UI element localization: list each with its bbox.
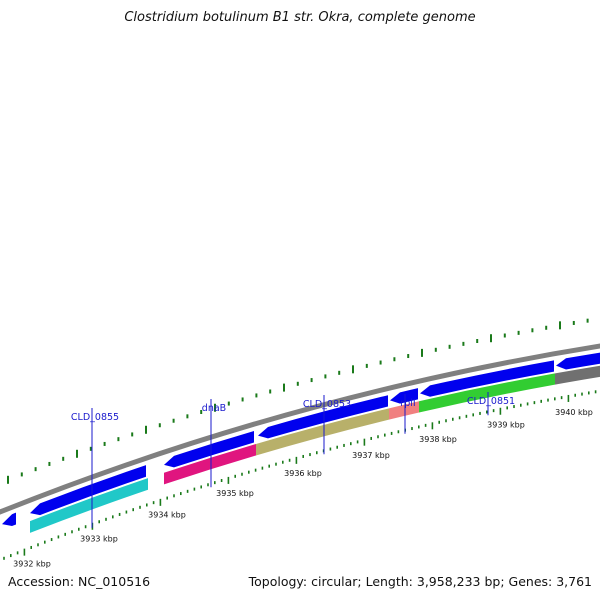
forward-cds-3 <box>164 431 254 468</box>
forward-cds-5 <box>390 388 418 404</box>
feature-block-1 <box>30 478 148 533</box>
kbp-label: 3938 kbp <box>419 435 457 444</box>
gene-label: rplI <box>400 398 415 409</box>
feature-track <box>30 365 600 533</box>
feature-block-4 <box>389 401 419 420</box>
gene-label: CLD_0853 <box>303 399 351 410</box>
gene-label: CLD_0851 <box>467 396 515 407</box>
forward-cds-1 <box>2 512 16 527</box>
genome-backbone <box>0 343 600 515</box>
kbp-label: 3934 kbp <box>148 511 186 520</box>
gene-label: dnaB <box>202 403 226 414</box>
genome-title: Clostridium botulinum B1 str. Okra, comp… <box>124 10 476 25</box>
gene-label: CLD_0855 <box>71 412 119 423</box>
feature-block-2 <box>164 443 256 485</box>
kbp-label: 3937 kbp <box>352 451 390 460</box>
feature-block-6 <box>555 365 600 385</box>
kbp-label: 3936 kbp <box>284 469 322 478</box>
forward-cds-2 <box>30 465 146 516</box>
kbp-label: 3939 kbp <box>487 421 525 430</box>
kbp-label: 3932 kbp <box>13 560 51 569</box>
forward-cds-6 <box>420 360 554 397</box>
kbp-label: 3935 kbp <box>216 489 254 498</box>
kbp-label: 3933 kbp <box>80 534 118 543</box>
gene-labels: CLD_0855 dnaB CLD_0853 rplI CLD_0851 <box>71 396 515 423</box>
gene-leader-lines <box>91 392 489 528</box>
accession-label: Accession: NC_010516 <box>8 574 151 589</box>
kbp-scale: 3932 kbp 3933 kbp 3934 kbp 3935 kbp 3936 kbp… <box>13 408 593 569</box>
topology-label: Topology: circular; Length: 3,958,233 bp… <box>248 574 592 589</box>
forward-cds-4 <box>258 395 388 439</box>
feature-block-5 <box>419 373 555 413</box>
forward-strand-track <box>2 352 600 527</box>
kbp-label: 3940 kbp <box>555 408 593 417</box>
outer-tick-track <box>7 318 589 484</box>
feature-block-3 <box>256 408 389 456</box>
forward-cds-7 <box>556 352 600 370</box>
